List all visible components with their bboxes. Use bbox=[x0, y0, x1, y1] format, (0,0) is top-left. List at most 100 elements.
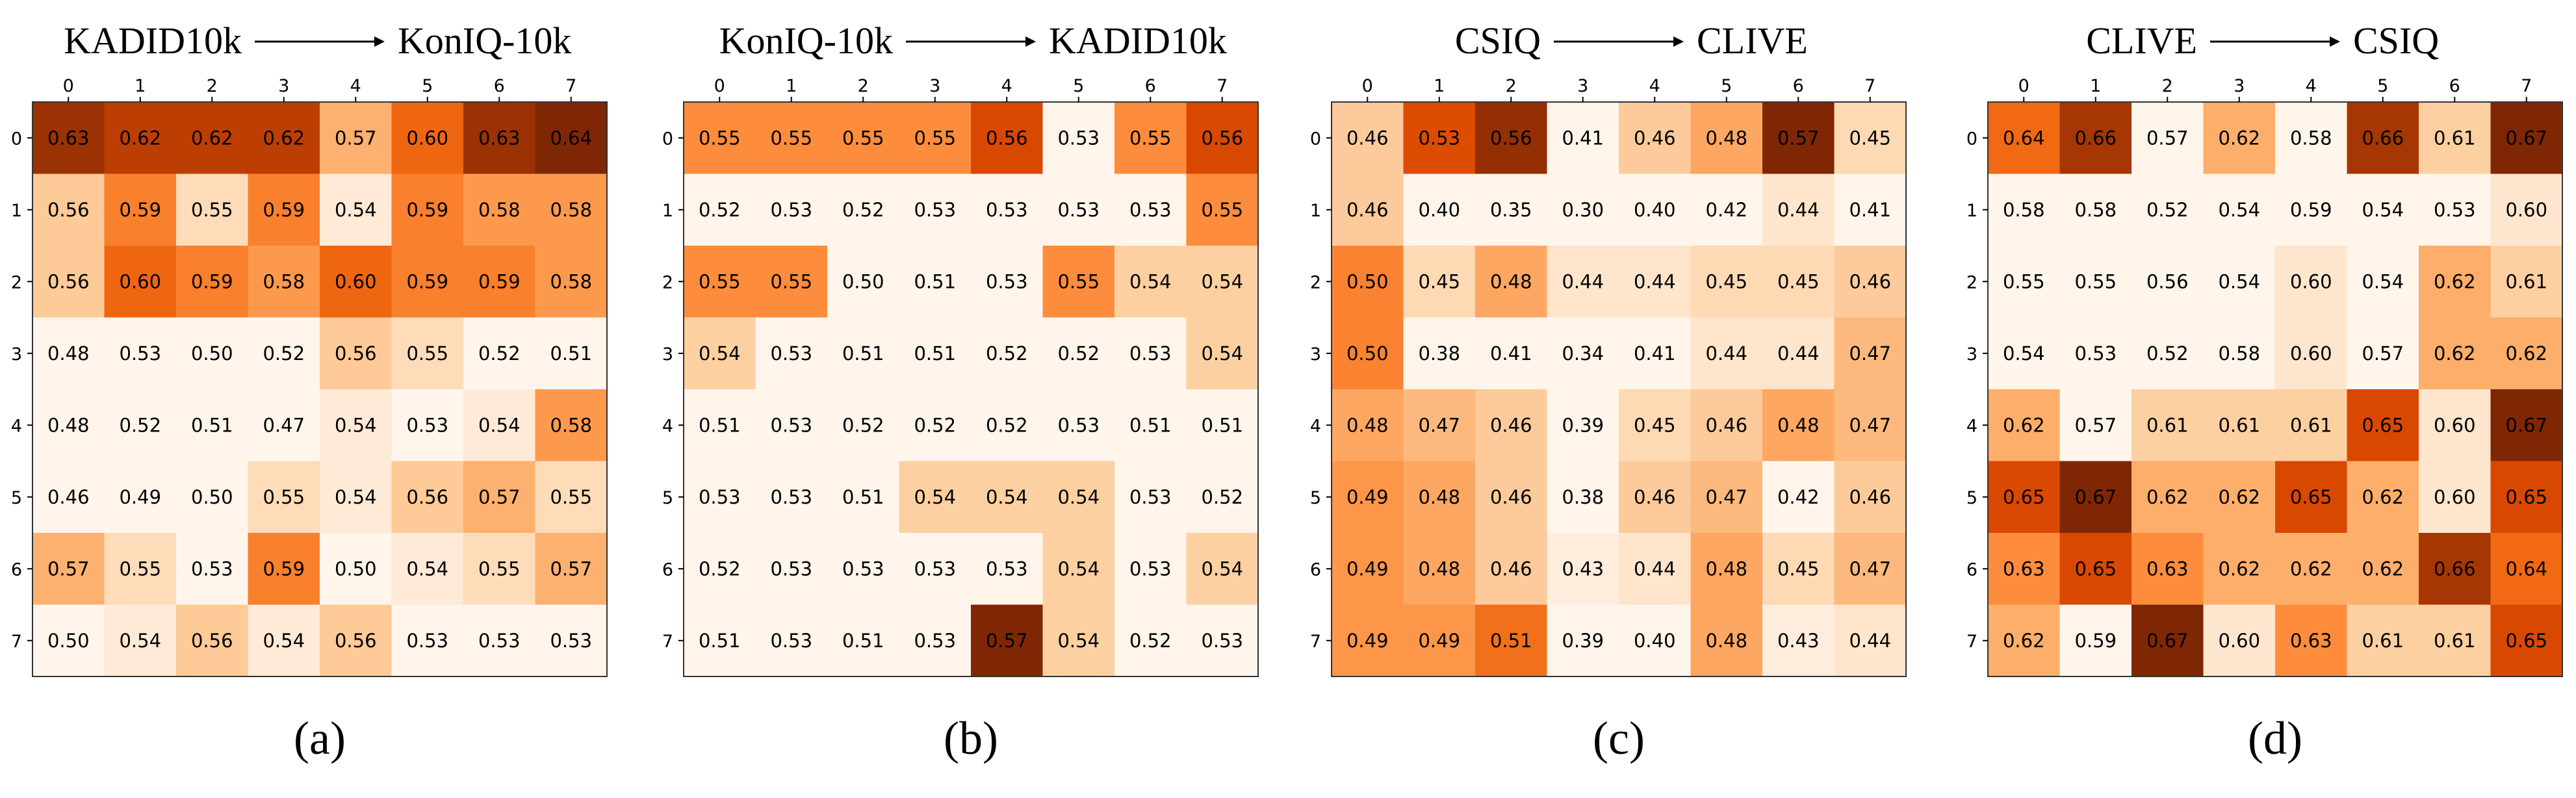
cell-value-label: 0.65 bbox=[2505, 630, 2547, 652]
cell-value-label: 0.53 bbox=[119, 342, 161, 365]
heatmap-cell bbox=[755, 246, 828, 318]
cell-value-label: 0.55 bbox=[478, 558, 521, 580]
heatmap-cell bbox=[2203, 102, 2276, 175]
heatmap-cell bbox=[1042, 317, 1115, 390]
x-tick-label: 1 bbox=[135, 76, 146, 96]
cell-value-label: 0.45 bbox=[1705, 270, 1747, 292]
y-tick-label: 3 bbox=[1966, 344, 1977, 365]
heatmap-frame bbox=[32, 101, 608, 677]
cell-value-label: 0.53 bbox=[2434, 199, 2476, 221]
cell-value-label: 0.55 bbox=[550, 486, 592, 508]
cell-value-label: 0.47 bbox=[1849, 342, 1891, 365]
cell-value-label: 0.44 bbox=[1777, 342, 1820, 365]
cell-value-label: 0.38 bbox=[1562, 486, 1604, 508]
panel-caption: (a) bbox=[294, 712, 346, 764]
heatmap-cell bbox=[1762, 533, 1835, 606]
heatmap-cell bbox=[1114, 461, 1187, 534]
panel-title-target: KADID10k bbox=[1049, 19, 1227, 62]
cell-value-label: 0.63 bbox=[2146, 558, 2189, 580]
cell-value-label: 0.58 bbox=[2290, 127, 2332, 149]
cell-value-label: 0.52 bbox=[699, 199, 741, 221]
cell-value-label: 0.51 bbox=[914, 342, 956, 365]
cell-value-label: 0.42 bbox=[1777, 486, 1820, 508]
cell-value-label: 0.63 bbox=[2290, 630, 2332, 652]
heatmap-cell bbox=[2490, 461, 2563, 534]
heatmap-cell bbox=[176, 604, 249, 677]
cell-value-label: 0.59 bbox=[2290, 199, 2332, 221]
x-tick-label: 4 bbox=[1649, 76, 1660, 96]
x-tick-label: 5 bbox=[2377, 76, 2388, 96]
x-tick-label: 2 bbox=[1506, 76, 1517, 96]
cell-value-label: 0.55 bbox=[263, 486, 305, 508]
heatmap-cell bbox=[899, 317, 972, 390]
cell-value-label: 0.62 bbox=[2362, 558, 2404, 580]
heatmap-cell bbox=[320, 389, 393, 462]
heatmap-cell bbox=[1475, 533, 1548, 606]
heatmap-cell bbox=[1186, 389, 1259, 462]
heatmap-cell bbox=[684, 533, 756, 606]
panel-caption: (b) bbox=[944, 712, 998, 764]
cell-value-label: 0.55 bbox=[699, 270, 741, 292]
cell-value-label: 0.53 bbox=[1418, 127, 1460, 149]
heatmap-cell bbox=[1619, 102, 1692, 175]
heatmap-cell bbox=[1690, 317, 1763, 390]
heatmap-cell bbox=[1547, 317, 1619, 390]
heatmap-cell bbox=[320, 604, 393, 677]
x-tick-label: 3 bbox=[929, 76, 940, 96]
panel-title-target: KonIQ-10k bbox=[398, 19, 571, 62]
cell-value-label: 0.53 bbox=[1057, 199, 1100, 221]
heatmap-cell bbox=[104, 317, 177, 390]
cell-value-label: 0.54 bbox=[263, 630, 305, 652]
cell-value-label: 0.62 bbox=[2290, 558, 2332, 580]
heatmap-cell bbox=[2132, 461, 2204, 534]
heatmap-cell bbox=[1475, 102, 1548, 175]
cell-value-label: 0.48 bbox=[1705, 127, 1747, 149]
cell-value-label: 0.51 bbox=[191, 414, 233, 436]
heatmap-cell bbox=[463, 102, 536, 175]
heatmap-cell bbox=[463, 533, 536, 606]
cell-value-label: 0.66 bbox=[2434, 558, 2476, 580]
heatmap-cell bbox=[104, 102, 177, 175]
heatmap-cell bbox=[535, 533, 608, 606]
heatmap-cell bbox=[1988, 533, 2061, 606]
heatmap-cell bbox=[1619, 604, 1692, 677]
heatmap-cell bbox=[971, 102, 1044, 175]
cell-value-label: 0.48 bbox=[1705, 630, 1747, 652]
cell-value-label: 0.48 bbox=[1418, 486, 1460, 508]
heatmap-cell bbox=[2132, 246, 2204, 318]
cell-value-label: 0.50 bbox=[47, 630, 90, 652]
x-tick-label: 6 bbox=[494, 76, 505, 96]
cell-value-label: 0.45 bbox=[1849, 127, 1891, 149]
cell-value-label: 0.46 bbox=[1346, 127, 1389, 149]
heatmap-cell bbox=[899, 604, 972, 677]
y-tick-label: 5 bbox=[11, 488, 22, 508]
cell-value-label: 0.35 bbox=[1490, 199, 1532, 221]
cell-value-label: 0.51 bbox=[842, 630, 884, 652]
heatmap-cell bbox=[535, 246, 608, 318]
heatmap-cell bbox=[104, 246, 177, 318]
heatmap-cell bbox=[1186, 102, 1259, 175]
cell-value-label: 0.57 bbox=[47, 558, 90, 580]
cell-value-label: 0.59 bbox=[406, 270, 448, 292]
y-tick-label: 7 bbox=[662, 632, 673, 652]
heatmap-cell bbox=[32, 246, 105, 318]
heatmap-cell bbox=[971, 533, 1044, 606]
cell-value-label: 0.44 bbox=[1634, 558, 1676, 580]
heatmap-cell bbox=[899, 246, 972, 318]
heatmap-cell bbox=[248, 246, 320, 318]
heatmap-cell bbox=[1403, 246, 1476, 318]
cell-value-label: 0.49 bbox=[1346, 630, 1389, 652]
heatmap-cell bbox=[463, 604, 536, 677]
heatmap-cell bbox=[176, 533, 249, 606]
heatmap-cell bbox=[463, 389, 536, 462]
cell-value-label: 0.64 bbox=[550, 127, 592, 149]
cell-value-label: 0.52 bbox=[699, 558, 741, 580]
cell-value-label: 0.53 bbox=[699, 486, 741, 508]
cell-value-label: 0.66 bbox=[2362, 127, 2404, 149]
cell-value-label: 0.62 bbox=[2434, 270, 2476, 292]
x-tick-label: 4 bbox=[2306, 76, 2317, 96]
x-tick-label: 1 bbox=[2090, 76, 2101, 96]
heatmap-cell bbox=[1988, 461, 2061, 534]
heatmap-cell bbox=[684, 604, 756, 677]
heatmap-cell bbox=[463, 174, 536, 246]
